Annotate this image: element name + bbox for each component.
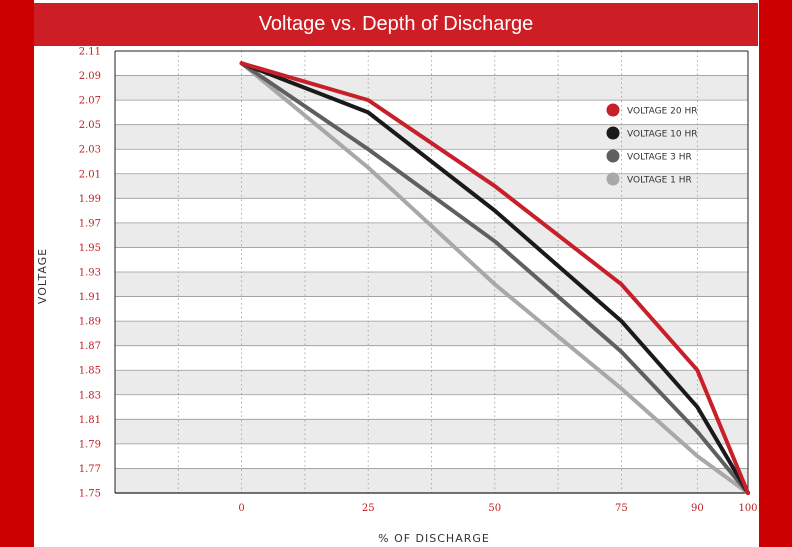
series-lines	[239, 61, 750, 495]
legend-marker	[606, 149, 620, 163]
y-tick-label: 1.79	[79, 439, 101, 450]
y-tick-label: 1.97	[79, 218, 101, 229]
y-tick-label: 2.01	[79, 169, 101, 180]
y-tick-label: 2.05	[79, 120, 101, 131]
y-tick-label: 1.89	[79, 317, 101, 328]
x-tick-label: 75	[615, 503, 628, 514]
y-tick-label: 2.09	[79, 71, 101, 82]
x-tick-label: 90	[691, 503, 704, 514]
y-tick-label: 1.93	[79, 268, 101, 279]
y-tick-labels: 1.75 1.77 1.79 1.81 1.83 1.85 1.87 1.89 1.91 1.93…	[79, 47, 101, 500]
x-tick-label: 25	[362, 503, 375, 514]
legend-label: VOLTAGE 10 HR	[627, 130, 698, 140]
y-tick-label: 1.81	[79, 415, 101, 426]
x-axis-label: % OF DISCHARGE	[378, 532, 490, 545]
y-tick-label: 1.83	[79, 390, 101, 401]
grid-band	[115, 468, 748, 493]
axes	[114, 50, 749, 494]
title-bar: Voltage vs. Depth of Discharge	[34, 3, 758, 46]
y-tick-label: 2.11	[79, 47, 101, 58]
series-line	[239, 61, 750, 495]
y-tick-label: 1.91	[79, 292, 101, 303]
x-tick-labels: 0 25 50 75 90 100	[238, 503, 757, 514]
chart-title: Voltage vs. Depth of Discharge	[258, 13, 534, 35]
y-tick-label: 1.87	[79, 341, 101, 352]
y-tick-label: 1.85	[79, 366, 101, 377]
x-tick-label: 100	[738, 503, 757, 514]
y-axis-label: VOLTAGE	[36, 248, 49, 304]
grid-band	[115, 321, 748, 346]
y-tick-label: 1.77	[79, 464, 101, 475]
y-tick-label: 1.75	[79, 489, 101, 500]
y-tick-label: 1.95	[79, 243, 101, 254]
legend-marker	[606, 126, 620, 140]
legend-marker	[606, 103, 620, 117]
legend-label: VOLTAGE 20 HR	[627, 107, 698, 117]
legend-label: VOLTAGE 3 HR	[627, 153, 692, 163]
series-line	[239, 61, 750, 495]
vertical-gridlines	[177, 51, 698, 493]
legend-label: VOLTAGE 1 HR	[627, 176, 692, 186]
series-line	[239, 61, 750, 495]
legend: VOLTAGE 20 HR VOLTAGE 10 HR VOLTAGE 3 HR VO…	[606, 103, 698, 186]
grid-band	[115, 419, 748, 444]
legend-marker	[606, 172, 620, 186]
y-tick-label: 1.99	[79, 194, 101, 205]
y-tick-label: 2.07	[79, 96, 101, 107]
grid-band	[115, 272, 748, 297]
x-tick-label: 50	[488, 503, 501, 514]
x-tick-label: 0	[238, 503, 244, 514]
y-tick-label: 2.03	[79, 145, 101, 156]
series-line	[239, 61, 750, 495]
